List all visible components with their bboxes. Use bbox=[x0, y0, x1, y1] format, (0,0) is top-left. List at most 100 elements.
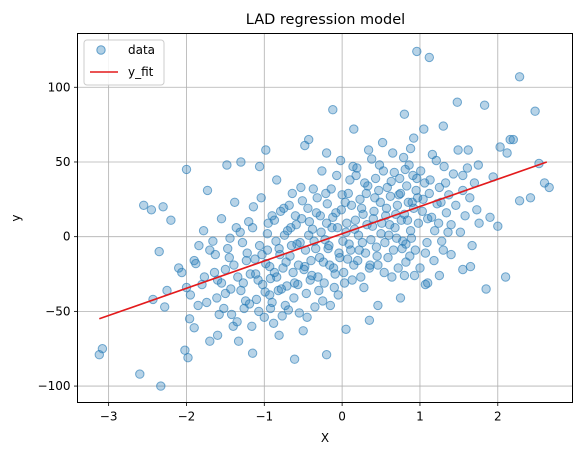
data-point bbox=[328, 212, 338, 223]
data-point bbox=[220, 264, 231, 275]
data-point bbox=[440, 178, 451, 188]
data-point bbox=[412, 46, 422, 57]
data-point bbox=[251, 294, 262, 305]
data-point bbox=[304, 217, 315, 227]
data-point bbox=[374, 160, 385, 170]
data-point bbox=[339, 278, 350, 288]
data-point bbox=[502, 148, 512, 158]
data-point bbox=[448, 169, 459, 179]
data-point bbox=[325, 300, 336, 311]
data-point bbox=[294, 308, 304, 318]
x-axis-label: X bbox=[321, 431, 329, 445]
data-point bbox=[365, 260, 375, 270]
data-point bbox=[430, 226, 440, 236]
data-point bbox=[244, 299, 255, 309]
data-point bbox=[352, 163, 362, 173]
data-point bbox=[300, 261, 310, 272]
data-point bbox=[373, 300, 383, 311]
data-point bbox=[287, 188, 297, 199]
data-point bbox=[306, 255, 316, 266]
data-point bbox=[400, 164, 410, 175]
data-point bbox=[530, 106, 540, 116]
data-point bbox=[514, 72, 525, 82]
data-point bbox=[460, 211, 470, 221]
data-point bbox=[413, 218, 424, 228]
data-point bbox=[257, 249, 267, 260]
y-tick-label: −100 bbox=[38, 379, 71, 393]
data-point bbox=[286, 223, 296, 233]
data-point bbox=[358, 209, 368, 220]
data-point bbox=[230, 197, 240, 208]
data-point bbox=[272, 272, 282, 282]
data-point bbox=[262, 229, 273, 239]
data-point bbox=[290, 211, 301, 221]
data-point bbox=[314, 285, 324, 296]
data-point bbox=[341, 324, 351, 334]
data-point bbox=[364, 315, 375, 325]
data-point bbox=[372, 251, 382, 261]
data-point bbox=[363, 181, 373, 191]
data-point bbox=[274, 330, 284, 340]
data-point bbox=[360, 248, 371, 258]
data-point bbox=[426, 212, 437, 223]
data-point bbox=[398, 236, 408, 246]
data-point bbox=[434, 270, 445, 281]
data-point bbox=[359, 282, 369, 293]
data-point bbox=[346, 200, 357, 211]
data-point bbox=[328, 105, 338, 115]
data-point bbox=[381, 203, 392, 214]
data-point bbox=[495, 142, 505, 152]
data-point bbox=[304, 134, 314, 145]
data-point bbox=[279, 230, 290, 240]
data-point bbox=[302, 312, 312, 322]
data-point bbox=[353, 230, 364, 240]
data-point bbox=[412, 173, 422, 184]
data-point bbox=[235, 227, 245, 237]
data-point bbox=[189, 255, 199, 266]
data-point bbox=[474, 218, 484, 228]
data-point bbox=[388, 245, 399, 255]
data-point bbox=[184, 314, 195, 324]
data-point bbox=[198, 226, 209, 236]
data-point bbox=[337, 190, 347, 200]
data-point bbox=[166, 215, 176, 225]
data-point bbox=[439, 161, 449, 172]
data-point bbox=[525, 193, 536, 203]
data-point bbox=[267, 211, 277, 221]
data-point bbox=[226, 309, 237, 320]
data-point bbox=[419, 124, 429, 134]
data-point bbox=[344, 239, 354, 249]
data-point bbox=[229, 260, 239, 270]
data-point bbox=[226, 284, 236, 294]
data-point bbox=[386, 176, 396, 187]
data-point bbox=[279, 203, 289, 214]
data-point bbox=[479, 100, 490, 110]
legend-label-data: data bbox=[128, 43, 155, 57]
data-point bbox=[316, 227, 326, 237]
data-point bbox=[307, 270, 317, 281]
data-point bbox=[295, 237, 305, 248]
data-point bbox=[237, 237, 248, 248]
data-point bbox=[389, 167, 399, 178]
data-point bbox=[260, 287, 270, 297]
data-point bbox=[233, 272, 243, 282]
data-point bbox=[156, 381, 166, 391]
data-point bbox=[458, 264, 468, 275]
data-point bbox=[349, 260, 359, 270]
data-point bbox=[202, 185, 213, 196]
data-point bbox=[416, 166, 426, 176]
data-point bbox=[272, 175, 282, 185]
data-point bbox=[284, 200, 294, 211]
data-point bbox=[330, 269, 340, 279]
data-point bbox=[423, 278, 433, 288]
data-point bbox=[493, 221, 503, 231]
data-point bbox=[265, 261, 275, 272]
data-point bbox=[194, 240, 204, 251]
y-tick-label: 100 bbox=[48, 80, 71, 94]
data-point bbox=[433, 218, 444, 228]
data-point bbox=[146, 205, 157, 215]
data-point bbox=[467, 240, 477, 251]
y-tick-label: 0 bbox=[63, 230, 71, 244]
data-point bbox=[298, 326, 308, 336]
data-point bbox=[374, 185, 384, 196]
